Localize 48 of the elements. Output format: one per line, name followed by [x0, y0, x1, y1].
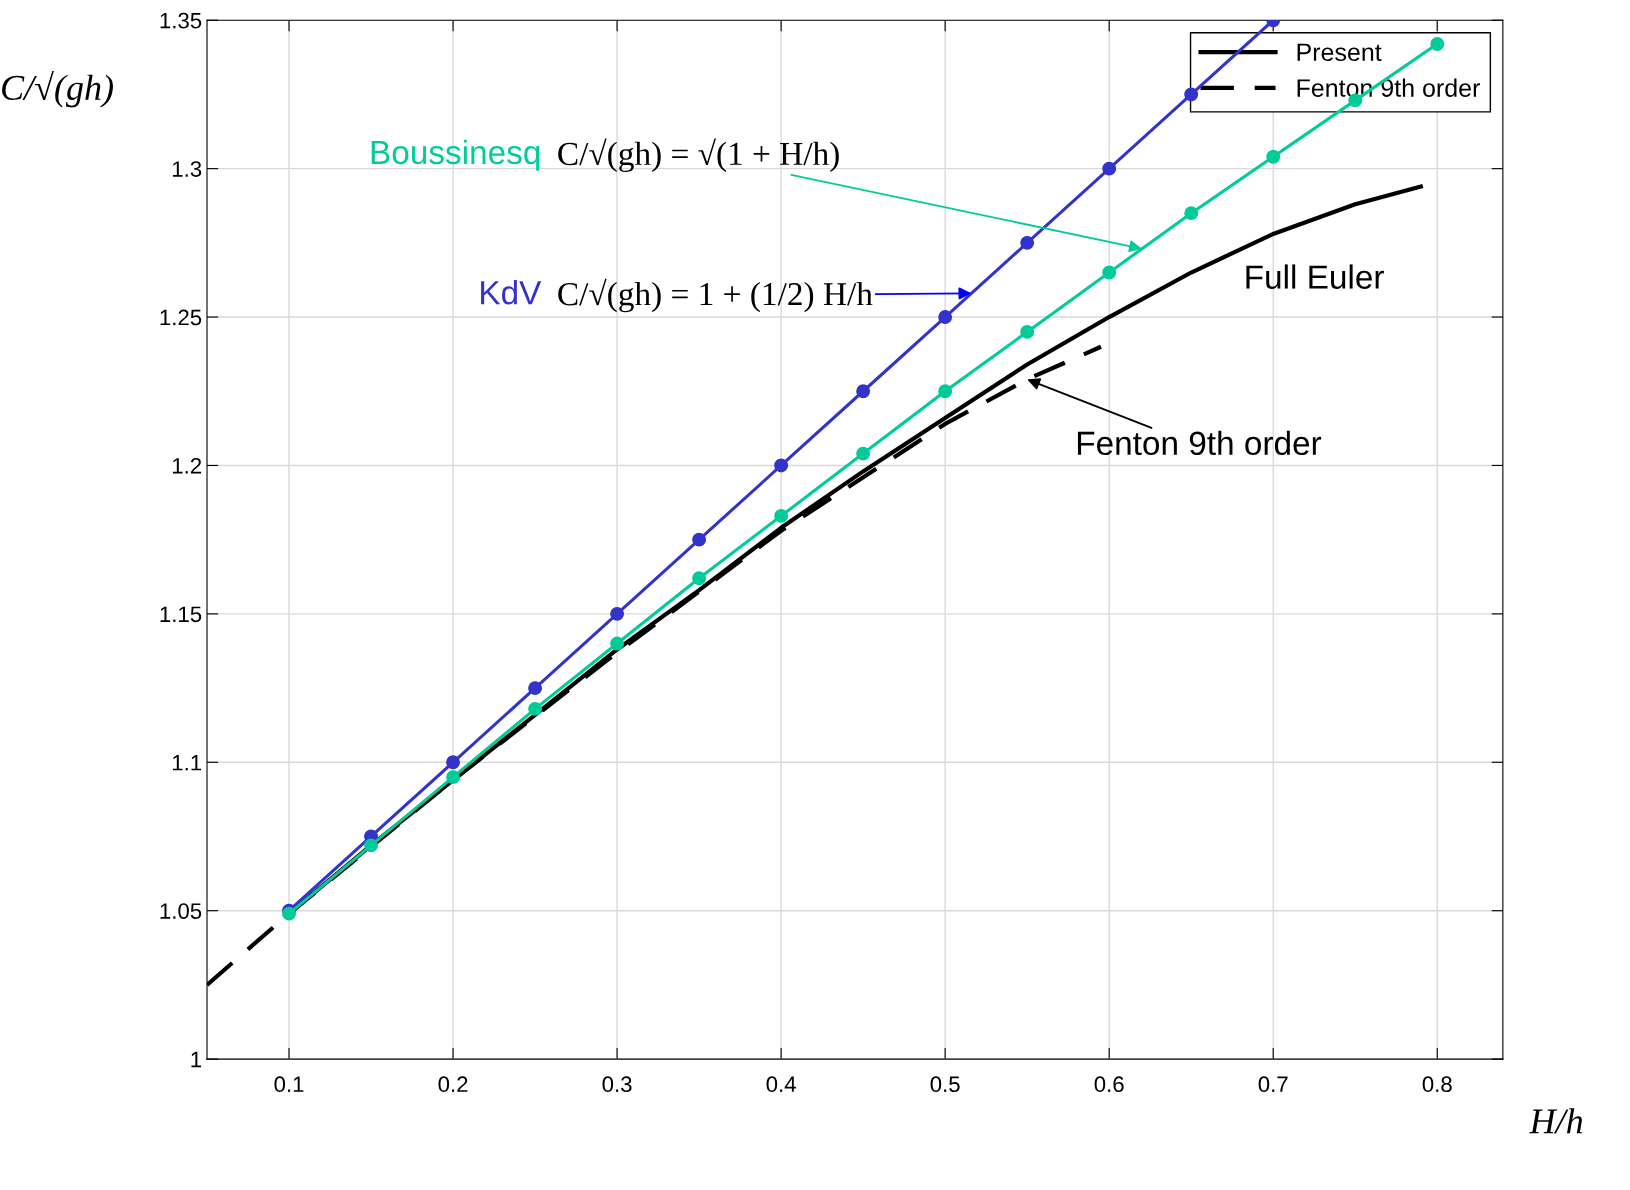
point — [1020, 235, 1035, 250]
x-tick-label: 0.1 — [274, 1076, 304, 1093]
annotation: Fenton 9th order — [1077, 430, 1322, 456]
point — [610, 606, 625, 621]
point — [1184, 87, 1199, 102]
x-axis-title: H/h — [1529, 1108, 1583, 1134]
point — [856, 384, 871, 399]
legend-label: Present — [1297, 43, 1382, 62]
y-tick-label: 1.05 — [160, 903, 202, 919]
y-tick-label: 1.35 — [160, 12, 202, 29]
point — [1102, 265, 1117, 280]
point — [528, 701, 543, 716]
text: KdV — [481, 279, 542, 305]
x-tick-label: 0.6 — [1094, 1076, 1124, 1093]
point — [446, 755, 461, 770]
point — [364, 838, 378, 853]
point — [938, 384, 953, 399]
point — [1430, 37, 1445, 51]
point — [610, 636, 625, 651]
point — [446, 770, 461, 785]
annotation: C/√(gh) = √(1 + H/h) — [558, 138, 839, 173]
point — [774, 458, 789, 473]
x-tick-label: 0.7 — [1258, 1076, 1288, 1093]
point — [692, 532, 707, 547]
y-tick-label: 1.25 — [160, 309, 202, 326]
annotation: Full Euler — [1246, 264, 1384, 289]
point — [528, 681, 543, 696]
point — [1102, 161, 1117, 176]
y-axis-title: C/√(gh) — [2, 71, 113, 108]
x-tick-label: 0.8 — [1422, 1076, 1452, 1093]
x-tick-label: 0.2 — [438, 1076, 468, 1093]
x-tick-label: 0.4 — [766, 1076, 796, 1093]
y-tick-label: 1.2 — [172, 457, 202, 474]
annotation: C/√(gh) = 1 + (1/2) H/h — [558, 278, 873, 313]
point — [1184, 206, 1199, 221]
point — [856, 446, 871, 461]
y-tick-label: 1.3 — [172, 161, 202, 177]
point — [774, 508, 789, 523]
y-tick-label: 1.1 — [172, 755, 202, 771]
y-tick-label: 1.15 — [160, 606, 202, 623]
point — [1020, 324, 1035, 339]
point — [938, 310, 953, 324]
x-tick-label: 0.3 — [602, 1076, 632, 1093]
text: Boussinesq — [371, 139, 540, 171]
point — [692, 571, 707, 586]
x-tick-label: 0.5 — [930, 1076, 960, 1093]
point — [1266, 149, 1281, 164]
y-tick-label: 1 — [191, 1051, 202, 1068]
